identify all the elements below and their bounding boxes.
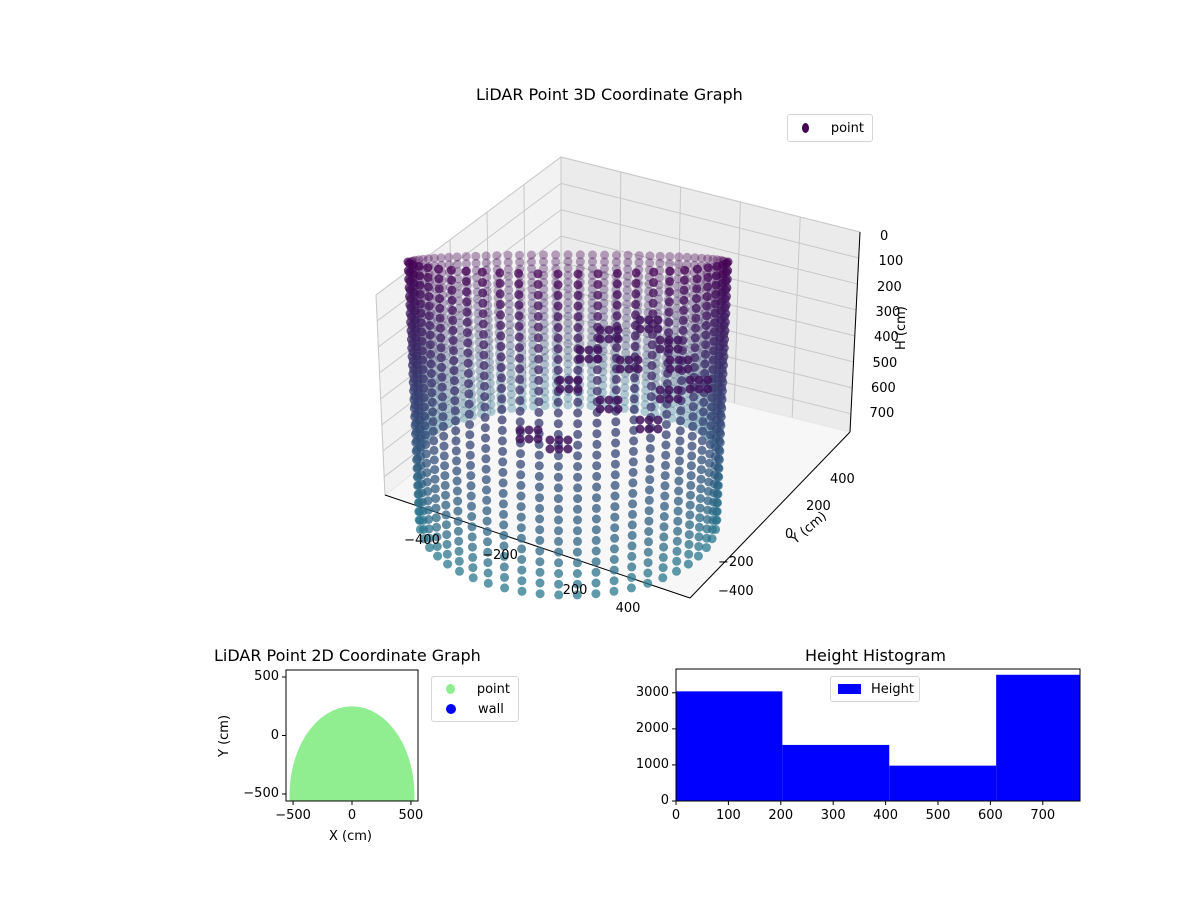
histogram-bar [782,744,890,801]
chart-3d-canvas[interactable] [0,0,1200,640]
y-tick-label: −400 [718,584,754,599]
x-tick-label: 0 [671,808,681,823]
y-tick-label: 500 [254,669,279,685]
legend-entry-wall: wall [440,699,510,719]
x-tick-label: 700 [1030,808,1056,823]
histogram-bar [676,691,783,801]
x-tick-label: 300 [820,808,846,823]
x-tick-label: 100 [715,808,741,823]
z-tick-label: 700 [869,406,895,422]
legend-label: point [476,681,510,697]
histogram-bar [996,674,1080,801]
legend-entry-point: point [440,679,510,699]
y-tick-label: 200 [806,499,831,514]
y-tick-label: 2000 [635,720,669,736]
y-tick-label: 400 [830,472,855,487]
histogram-title: Height Histogram [805,646,946,665]
x-tick-label: 0 [347,808,357,823]
z-tick-label: 400 [874,330,899,346]
y-tick-label: −200 [718,555,754,570]
y-tick-label: 3000 [635,684,669,700]
x-tick-label: 400 [615,601,641,616]
legend-marker-icon [446,684,455,694]
x-tick-label: 200 [768,808,794,823]
x-tick-label: −200 [482,548,518,563]
y-tick-label: 0 [660,793,669,808]
legend-entry-point: point [796,118,864,138]
z-tick-label: 100 [878,254,904,270]
x-tick-label: 600 [977,808,1003,823]
histogram-legend: Height [830,676,920,702]
legend-patch-icon [838,684,862,694]
legend-marker-icon [802,123,809,133]
chart-2d-title: LiDAR Point 2D Coordinate Graph [214,646,481,665]
chart-2d-x-label: X (cm) [329,829,372,844]
x-tick-label: −500 [275,808,311,823]
z-tick-label: 500 [872,355,898,371]
z-axis-label: H (cm) [894,306,909,350]
x-tick-label: 200 [562,583,588,598]
legend-marker-icon [446,704,456,714]
legend-entry-height: Height [836,679,914,699]
chart-3d-title: LiDAR Point 3D Coordinate Graph [476,85,743,104]
histogram-bar [889,765,997,801]
legend-label: Height [871,681,914,697]
chart-2d-legend: point wall [431,676,519,722]
y-tick-label: −500 [243,785,279,801]
y-tick-label: 0 [270,727,279,743]
x-tick-label: −400 [404,533,440,548]
chart-2d-y-label: Y (cm) [217,714,232,757]
chart-3d-legend: point [787,114,873,142]
y-tick-label: 1000 [635,756,669,772]
z-tick-label: 200 [877,279,902,295]
x-tick-label: 400 [873,808,899,823]
legend-label: point [830,120,864,136]
y-tick-label: 0 [785,527,794,542]
x-tick-label: 500 [925,808,951,823]
x-tick-label: 500 [398,808,424,823]
legend-label: wall [478,701,504,717]
z-tick-label: 300 [875,304,901,320]
z-tick-label: 0 [880,229,889,244]
z-tick-label: 600 [871,380,896,396]
